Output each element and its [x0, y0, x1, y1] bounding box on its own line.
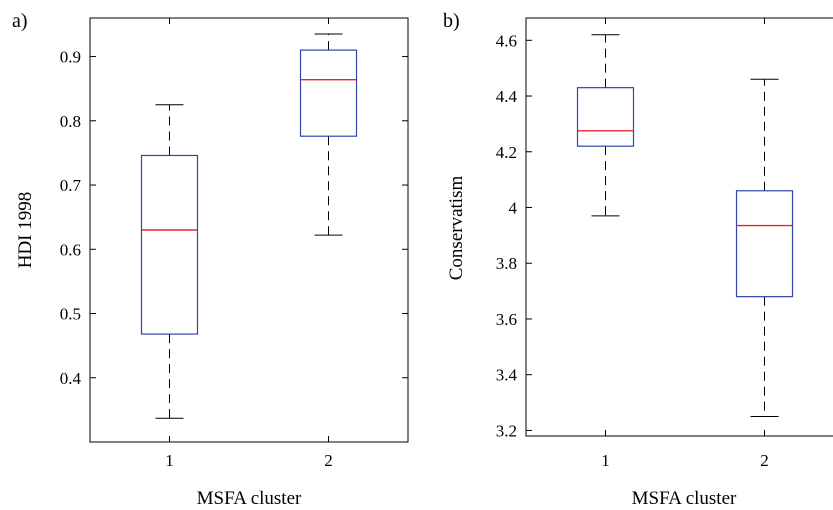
iqr-box	[576, 87, 635, 147]
panel-a-y-tick-label: 0.9	[60, 48, 81, 67]
panel-b-x-tick-label: 2	[760, 451, 769, 470]
panel-b-box-2	[735, 78, 794, 417]
panel-a-y-tick-label: 0.7	[60, 176, 82, 195]
panel-b-y-tick-label: 4.6	[496, 31, 517, 50]
panel-b-label: b)	[443, 10, 460, 32]
panel-a-y-tick-label: 0.6	[60, 240, 81, 259]
iqr-box	[299, 49, 358, 137]
panel-a-x-tick-label: 1	[165, 451, 174, 470]
panel-a-x-axis-label: MSFA cluster	[197, 488, 302, 509]
panel-b-y-ticks: 3.2 3.4 3.6 3.8 4 4.2 4.4 4.6	[496, 31, 532, 440]
panel-b-y-tick-label: 4.4	[496, 87, 518, 106]
panel-a-y-tick-label: 0.4	[60, 369, 82, 388]
panel-b-y-axis-label: Conservatism	[446, 176, 467, 281]
panel-b-axes-frame	[525, 17, 833, 437]
panel-a-axes-frame	[89, 17, 409, 443]
panel-a-box-2	[299, 33, 358, 236]
iqr-box	[735, 190, 794, 298]
panel-a-box-1	[140, 104, 199, 419]
panel-b-y-tick-label: 3.6	[496, 310, 517, 329]
panel-a-boxes	[140, 33, 358, 419]
panel-a-x-tick-label: 2	[324, 451, 333, 470]
panel-a-y-ticks: 0.4 0.5 0.6 0.7 0.8 0.9	[60, 48, 408, 388]
panel-b-y-tick-label: 3.2	[496, 421, 517, 440]
panel-b-box-1	[576, 34, 635, 217]
iqr-box	[140, 154, 199, 335]
panel-a-y-axis-label: HDI 1998	[15, 192, 36, 269]
panel-a-y-tick-label: 0.5	[60, 305, 81, 324]
panel-b-boxes	[576, 34, 794, 417]
panel-b-y-tick-label: 3.8	[496, 254, 517, 273]
panel-b-y-tick-label: 3.4	[496, 366, 518, 385]
panel-a-y-tick-label: 0.8	[60, 112, 81, 131]
panel-b-x-axis-label: MSFA cluster	[632, 488, 737, 509]
panel-b-y-tick-label: 4.2	[496, 143, 517, 162]
panel-b-y-tick-label: 4	[509, 198, 518, 217]
panel-b-x-tick-label: 1	[601, 451, 610, 470]
panel-a-label: a)	[12, 10, 28, 32]
